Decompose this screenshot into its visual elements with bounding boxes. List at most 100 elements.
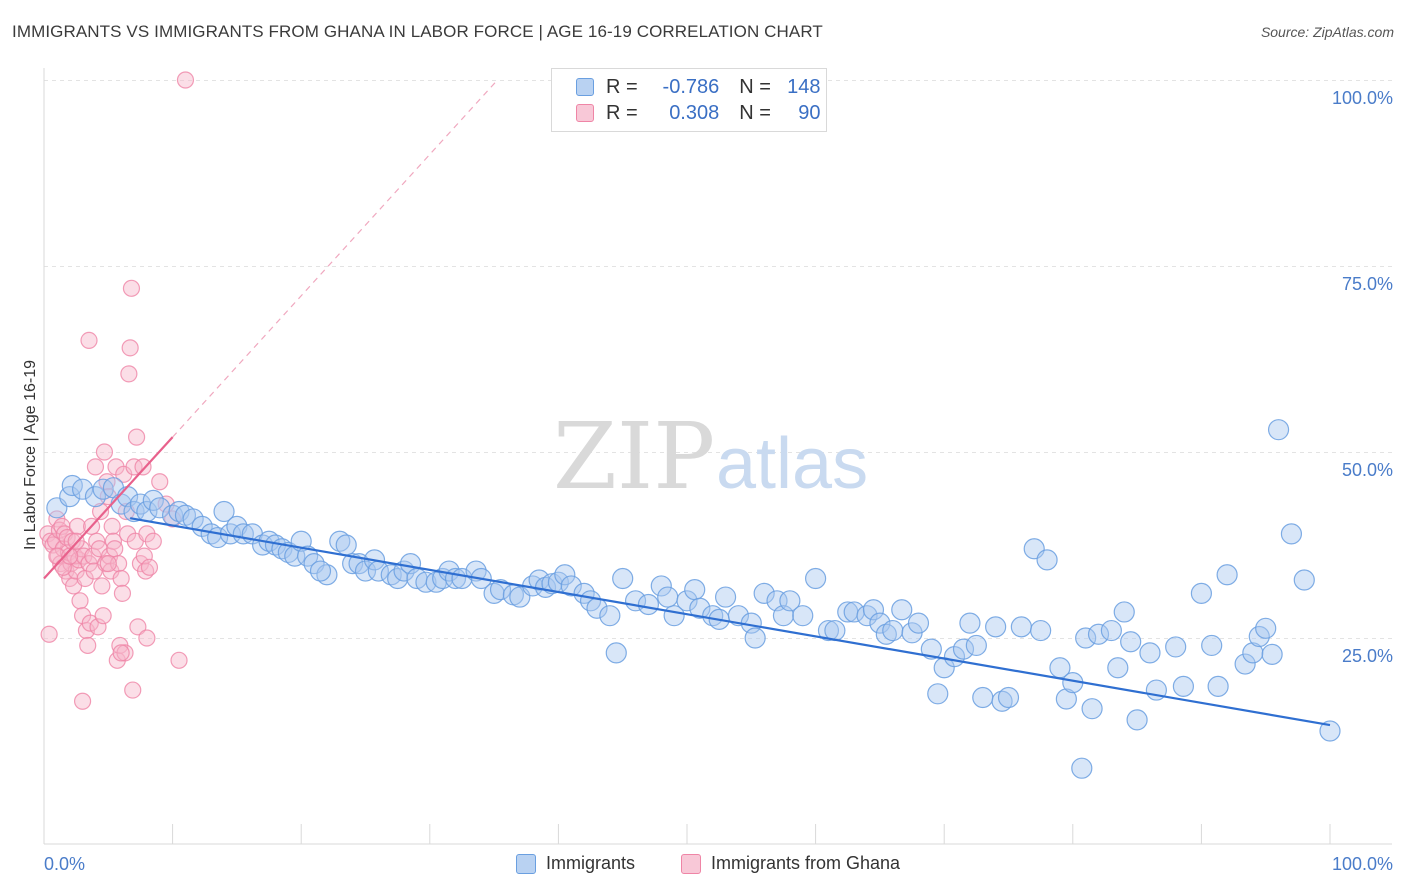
y-tick-label: 100.0% — [1332, 88, 1393, 108]
immigrants-point — [1319, 720, 1341, 742]
ghana-point — [80, 331, 98, 349]
ghana-point — [121, 339, 139, 357]
immigrants-point — [1036, 549, 1058, 571]
immigrants-point — [1201, 634, 1223, 657]
immigrants-point — [997, 686, 1020, 709]
immigrants-point — [1190, 582, 1213, 604]
immigrants-point — [952, 638, 975, 660]
immigrants-point — [335, 534, 357, 556]
legend-n-value: 90 — [798, 101, 821, 124]
immigrants-point — [612, 567, 634, 590]
ghana-point — [99, 554, 117, 573]
ghana-point — [112, 569, 130, 588]
ghana-point — [122, 279, 141, 297]
immigrants-point — [792, 605, 814, 627]
source-credit: Source: ZipAtlas.com — [1260, 24, 1394, 40]
chart-title: IMMIGRANTS VS IMMIGRANTS FROM GHANA IN L… — [12, 22, 823, 41]
watermark-zip: ZIP — [553, 403, 715, 510]
ghana-point — [138, 629, 156, 647]
x-tick-label-min: 0.0% — [44, 854, 85, 874]
immigrants-point — [985, 616, 1007, 638]
immigrants-point — [483, 582, 505, 604]
legend-r-value: 0.308 — [669, 101, 720, 124]
gridlines — [44, 80, 1392, 639]
bottom-legend-label: Immigrants — [546, 853, 636, 873]
immigrants-point — [1293, 569, 1315, 591]
y-tick-labels: 25.0% 50.0% 75.0% 100.0% — [1332, 88, 1393, 666]
ghana-point — [106, 540, 124, 558]
legend-swatch-immigrants — [576, 78, 594, 96]
immigrants-point — [1165, 636, 1187, 658]
ghana-point — [124, 681, 142, 699]
immigrants-point — [1139, 642, 1161, 664]
y-axis-label: In Labor Force | Age 16-19 — [22, 360, 39, 550]
ghana-trend-line — [43, 436, 174, 580]
immigrants-point — [657, 586, 679, 608]
legend-n-label: N = — [739, 101, 771, 124]
immigrants-point — [869, 612, 891, 634]
ghana-point — [61, 547, 79, 565]
ghana-point — [135, 547, 153, 565]
immigrants-point — [684, 579, 706, 601]
immigrants-point — [727, 605, 750, 627]
ghana-point — [95, 443, 114, 461]
immigrants-point — [1087, 623, 1110, 645]
legend-r-label: R = — [606, 75, 638, 98]
ghana-point — [91, 502, 110, 521]
ghana-point — [89, 618, 107, 636]
watermark: ZIP atlas — [553, 403, 868, 510]
immigrants-point — [875, 623, 897, 645]
immigrants-point — [380, 564, 402, 586]
x-tick-label-max: 100.0% — [1332, 854, 1393, 874]
legend-swatch-ghana — [576, 104, 594, 122]
immigrants-point — [862, 599, 885, 621]
immigrants-point — [1126, 709, 1148, 731]
ghana-point — [176, 71, 195, 89]
immigrants-point — [1255, 617, 1277, 639]
ghana-point — [94, 607, 112, 625]
y-tick-label: 25.0% — [1342, 646, 1393, 666]
immigrants-point — [1216, 564, 1238, 586]
ghana-point — [151, 473, 169, 491]
immigrants-point — [1267, 419, 1290, 441]
ghana-point — [79, 636, 97, 655]
watermark-atlas: atlas — [716, 424, 868, 504]
ghana-point — [127, 428, 146, 446]
immigrants-point — [920, 638, 942, 660]
immigrants-point — [650, 575, 672, 597]
legend-r-label: R = — [606, 101, 638, 124]
immigrants-point — [891, 599, 913, 621]
immigrants-point — [316, 564, 338, 586]
immigrants-point — [489, 579, 512, 601]
y-tick-label: 50.0% — [1342, 460, 1393, 480]
axes — [43, 68, 1392, 845]
ghana-point — [120, 365, 138, 383]
ghana-point — [112, 644, 130, 662]
immigrants-point — [329, 530, 351, 552]
correlation-legend: R = -0.786 N = 148 R = 0.308 N = 90 — [551, 68, 827, 132]
immigrants-point — [554, 564, 576, 586]
bottom-legend-immigrants: Immigrants — [516, 853, 635, 874]
ghana-point — [68, 517, 87, 536]
y-tick-label: 75.0% — [1342, 274, 1393, 294]
ghana-point — [40, 625, 58, 643]
immigrants-point — [1100, 619, 1122, 642]
immigrants-point — [1242, 642, 1264, 664]
legend-row-ghana: R = 0.308 N = 90 — [576, 101, 821, 125]
immigrants-point — [1075, 627, 1097, 649]
ghana-point — [93, 577, 111, 595]
immigrants-point — [1207, 675, 1229, 697]
immigrants-point — [1010, 616, 1032, 638]
immigrants-point — [1030, 619, 1052, 642]
ghana-point — [86, 458, 105, 476]
immigrants-point — [991, 690, 1013, 712]
immigrants-point — [965, 634, 987, 657]
immigrants-point — [689, 597, 711, 619]
immigrants-point — [702, 605, 724, 627]
ghana-point — [71, 592, 89, 610]
immigrants-point — [804, 567, 827, 590]
immigrants-point — [1055, 688, 1077, 710]
ghana-point — [129, 618, 147, 636]
immigrants-point — [779, 590, 801, 612]
immigrants-point — [1081, 698, 1103, 720]
